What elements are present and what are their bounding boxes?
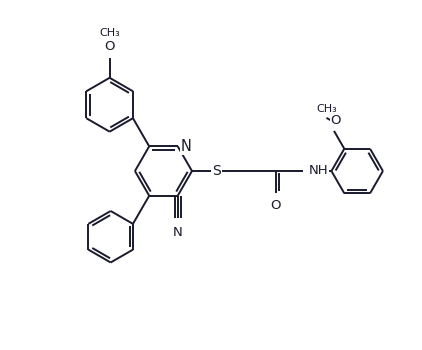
Text: CH₃: CH₃ (316, 104, 337, 114)
Text: O: O (271, 199, 281, 212)
Text: O: O (331, 114, 341, 127)
Text: N: N (173, 226, 183, 239)
Text: CH₃: CH₃ (99, 28, 120, 38)
Text: S: S (212, 164, 221, 178)
Text: O: O (104, 40, 115, 53)
Text: N: N (181, 139, 191, 154)
Text: NH: NH (308, 164, 328, 177)
